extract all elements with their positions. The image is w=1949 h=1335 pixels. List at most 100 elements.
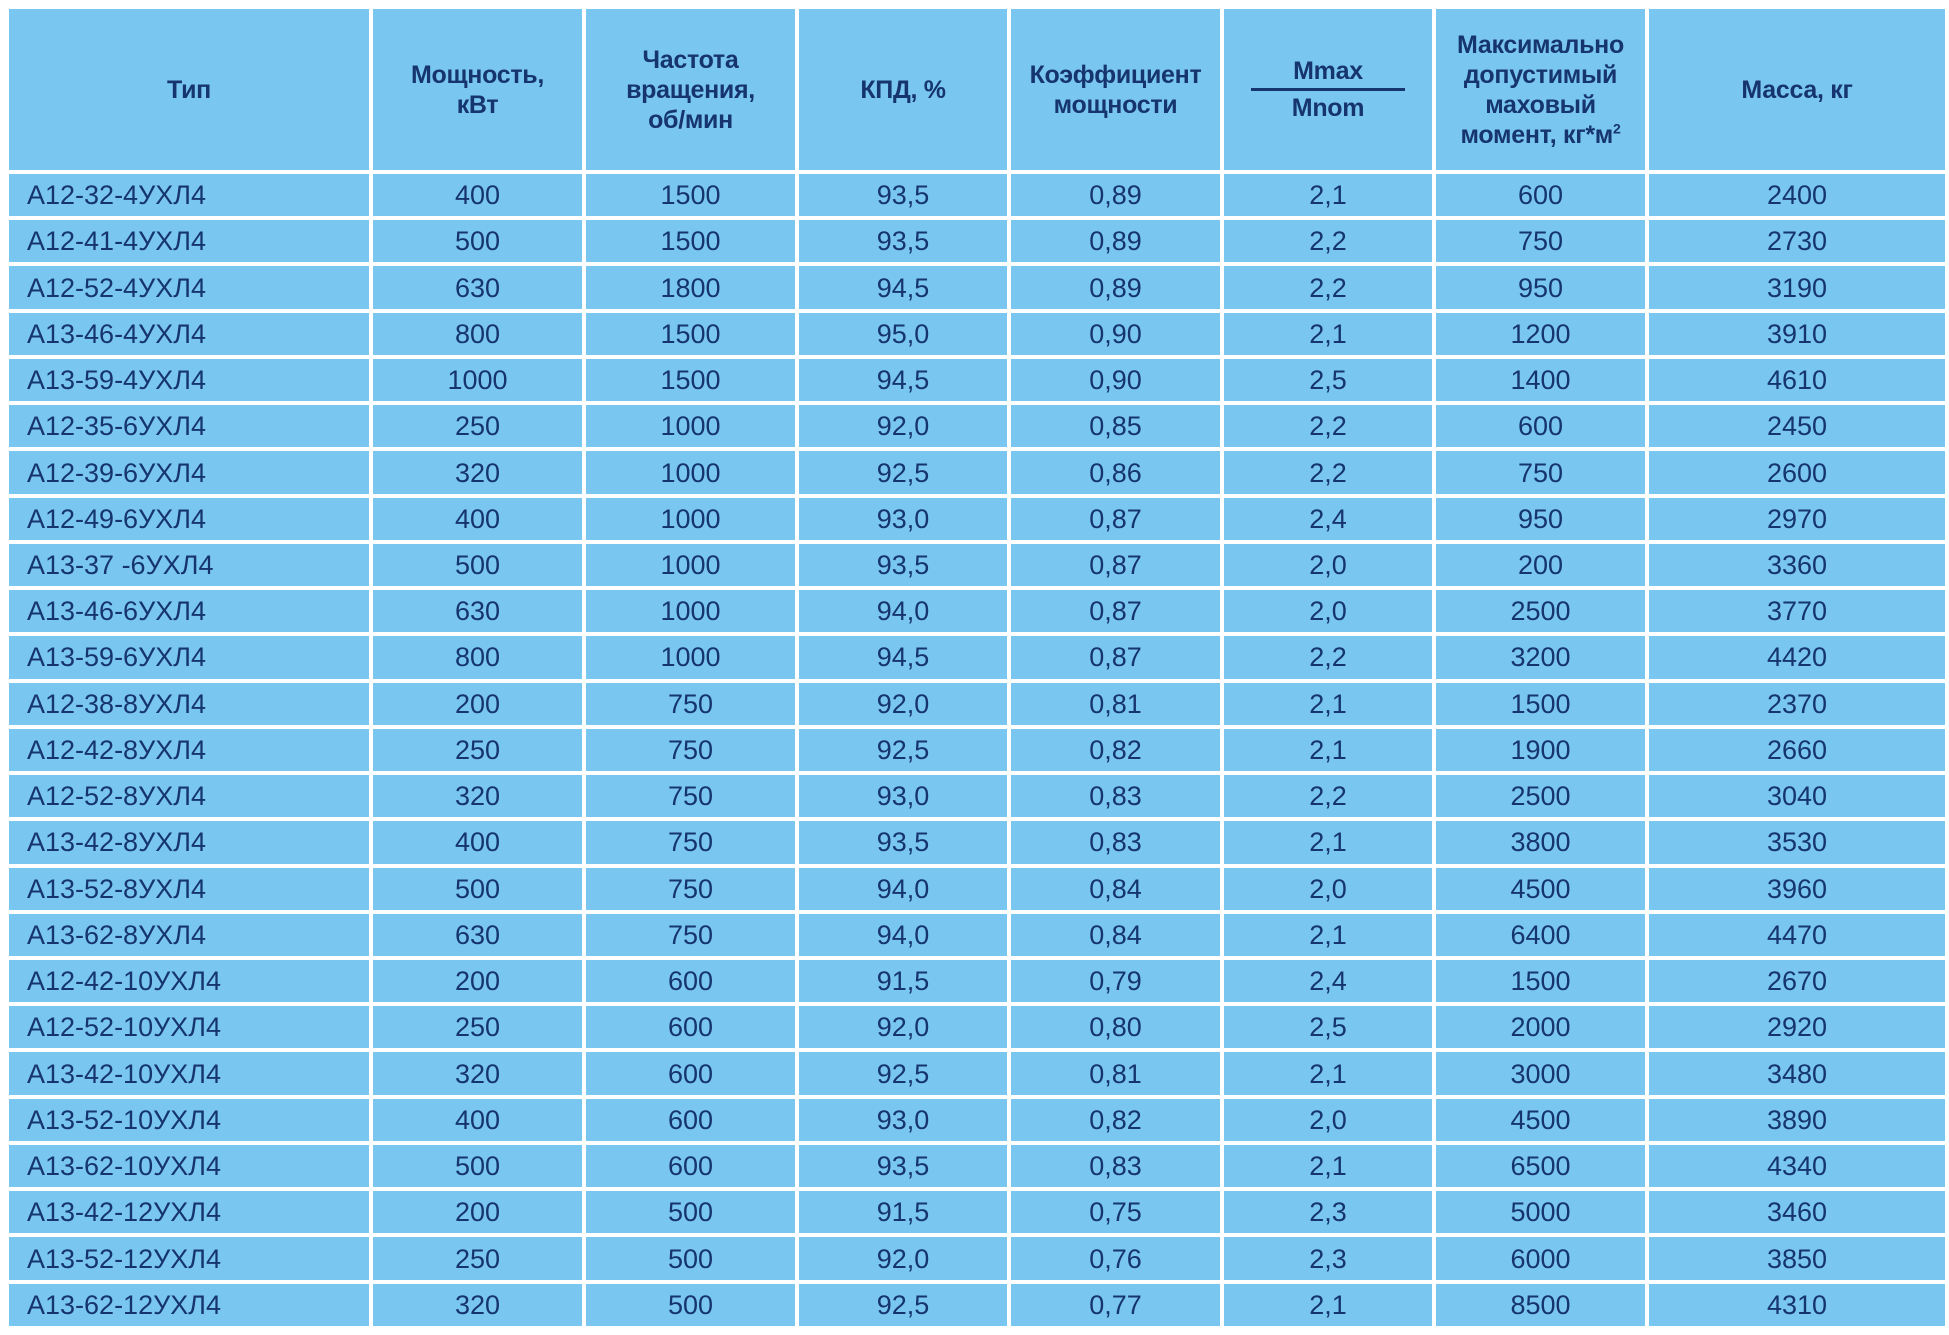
cell-type: А13-52-12УХЛ4: [5, 1233, 373, 1284]
header-flywheel-line-2: допустимый: [1463, 60, 1618, 89]
cell-power-factor: 0,77: [1007, 1279, 1224, 1331]
cell-mass: 3360: [1645, 539, 1949, 591]
cell-flywheel-moment: 8500: [1432, 1279, 1649, 1331]
header-flywheel-superscript: 2: [1612, 120, 1621, 137]
header-type: Тип: [5, 5, 373, 174]
cell-torque-ratio: 2,1: [1220, 1279, 1436, 1331]
cell-efficiency: 93,0: [795, 493, 1011, 544]
cell-flywheel-moment: 2500: [1432, 771, 1649, 822]
cell-power-factor: 0,82: [1007, 724, 1224, 776]
cell-torque-ratio: 2,0: [1220, 539, 1436, 591]
cell-type: А13-46-6УХЛ4: [5, 586, 373, 637]
cell-efficiency: 92,5: [795, 1279, 1011, 1331]
table-row: А12-52-8УХЛ4 320 750 93,0 0,83 2,2 2500 3040: [5, 771, 1949, 822]
cell-flywheel-moment: 1200: [1432, 308, 1649, 359]
cell-speed: 1000: [582, 401, 799, 452]
cell-mass: 3770: [1645, 586, 1949, 637]
cell-torque-ratio: 2,2: [1220, 262, 1436, 313]
cell-torque-ratio: 2,4: [1220, 493, 1436, 544]
cell-torque-ratio: 2,1: [1220, 909, 1436, 960]
cell-mass: 3890: [1645, 1094, 1949, 1145]
table-row: А13-37 -6УХЛ4 500 1000 93,5 0,87 2,0 200 3360: [5, 539, 1949, 591]
cell-type: А13-52-8УХЛ4: [5, 863, 373, 914]
cell-type: А13-42-10УХЛ4: [5, 1048, 373, 1099]
cell-speed: 1000: [582, 539, 799, 591]
cell-power-factor: 0,83: [1007, 771, 1224, 822]
header-flywheel-unit: момент, кг*м: [1460, 120, 1614, 149]
header-speed-line-2: вращения,: [626, 75, 755, 104]
cell-type: А13-59-6УХЛ4: [5, 632, 373, 683]
cell-flywheel-moment: 3800: [1432, 817, 1649, 868]
cell-flywheel-moment: 6400: [1432, 909, 1649, 960]
table-row: А12-42-8УХЛ4 250 750 92,5 0,82 2,1 1900 2660: [5, 724, 1949, 776]
cell-type: А12-32-4УХЛ4: [5, 169, 373, 221]
cell-power: 320: [369, 771, 586, 822]
header-mass-label: Масса, кг: [1741, 75, 1853, 104]
cell-power: 630: [369, 586, 586, 637]
header-power-factor: Коэффициент мощности: [1007, 5, 1224, 174]
cell-power-factor: 0,87: [1007, 632, 1224, 683]
cell-mass: 3040: [1645, 771, 1949, 822]
cell-speed: 750: [582, 817, 799, 868]
cell-speed: 1800: [582, 262, 799, 313]
cell-flywheel-moment: 200: [1432, 539, 1649, 591]
cell-flywheel-moment: 750: [1432, 216, 1649, 267]
cell-power: 200: [369, 955, 586, 1007]
cell-power-factor: 0,76: [1007, 1233, 1224, 1284]
cell-torque-ratio: 2,2: [1220, 771, 1436, 822]
table-row: А13-42-8УХЛ4 400 750 93,5 0,83 2,1 3800 3530: [5, 817, 1949, 868]
cell-efficiency: 92,0: [795, 1002, 1011, 1053]
cell-power-factor: 0,84: [1007, 909, 1224, 960]
cell-power: 250: [369, 724, 586, 776]
torque-ratio-denominator: Mnom: [1291, 94, 1365, 122]
cell-torque-ratio: 2,2: [1220, 632, 1436, 683]
cell-mass: 2370: [1645, 678, 1949, 729]
cell-mass: 4420: [1645, 632, 1949, 683]
cell-flywheel-moment: 1900: [1432, 724, 1649, 776]
cell-power-factor: 0,83: [1007, 1140, 1224, 1192]
table-row: А12-41-4УХЛ4 500 1500 93,5 0,89 2,2 750 2730: [5, 216, 1949, 267]
cell-power-factor: 0,83: [1007, 817, 1224, 868]
cell-power-factor: 0,79: [1007, 955, 1224, 1007]
cell-power: 400: [369, 493, 586, 544]
cell-efficiency: 91,5: [795, 1187, 1011, 1238]
header-efficiency-label: КПД, %: [860, 75, 946, 104]
cell-power-factor: 0,82: [1007, 1094, 1224, 1145]
cell-torque-ratio: 2,2: [1220, 216, 1436, 267]
cell-power-factor: 0,90: [1007, 308, 1224, 359]
cell-flywheel-moment: 950: [1432, 493, 1649, 544]
cell-power: 500: [369, 216, 586, 267]
cell-type: А13-62-12УХЛ4: [5, 1279, 373, 1331]
cell-mass: 2920: [1645, 1002, 1949, 1053]
table-row: А12-52-4УХЛ4 630 1800 94,5 0,89 2,2 950 3190: [5, 262, 1949, 313]
cell-power: 320: [369, 447, 586, 498]
cell-efficiency: 92,5: [795, 724, 1011, 776]
cell-type: А12-49-6УХЛ4: [5, 493, 373, 544]
cell-efficiency: 92,0: [795, 678, 1011, 729]
cell-mass: 4610: [1645, 354, 1949, 406]
cell-type: А12-52-4УХЛ4: [5, 262, 373, 313]
cell-mass: 3460: [1645, 1187, 1949, 1238]
cell-efficiency: 92,0: [795, 1233, 1011, 1284]
cell-mass: 2400: [1645, 169, 1949, 221]
header-power-line-2: кВт: [456, 90, 499, 119]
cell-mass: 2670: [1645, 955, 1949, 1007]
header-efficiency: КПД, %: [795, 5, 1011, 174]
torque-ratio-numerator: Mmax: [1251, 56, 1405, 91]
cell-flywheel-moment: 6000: [1432, 1233, 1649, 1284]
cell-power: 1000: [369, 354, 586, 406]
cell-speed: 600: [582, 1140, 799, 1192]
cell-mass: 2450: [1645, 401, 1949, 452]
cell-speed: 500: [582, 1233, 799, 1284]
cell-efficiency: 94,5: [795, 354, 1011, 406]
cell-power-factor: 0,89: [1007, 262, 1224, 313]
header-power-factor-line-2: мощности: [1053, 90, 1178, 119]
cell-efficiency: 94,0: [795, 863, 1011, 914]
table-row: А12-38-8УХЛ4 200 750 92,0 0,81 2,1 1500 2370: [5, 678, 1949, 729]
cell-flywheel-moment: 3000: [1432, 1048, 1649, 1099]
cell-type: А12-52-8УХЛ4: [5, 771, 373, 822]
cell-torque-ratio: 2,1: [1220, 724, 1436, 776]
cell-power-factor: 0,87: [1007, 539, 1224, 591]
cell-flywheel-moment: 6500: [1432, 1140, 1649, 1192]
motor-spec-table-container: Тип Мощность, кВт Частота вращения, об/м…: [5, 5, 1949, 1331]
